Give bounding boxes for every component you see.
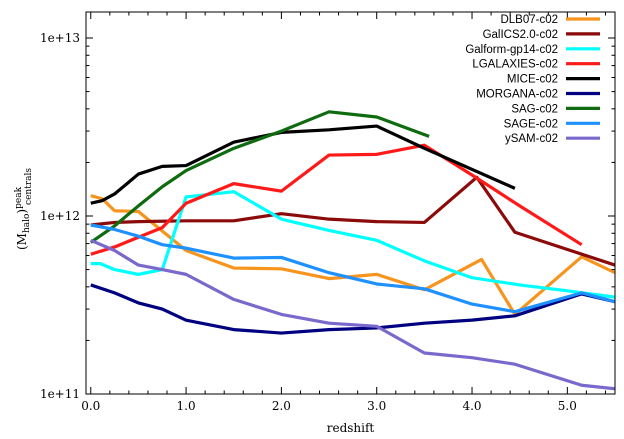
series-line-mice-c02	[90, 124, 516, 205]
y-tick-label: 1e+11	[40, 387, 80, 401]
series-line-ysam-c02	[90, 238, 615, 391]
x-tick-label: 5.0	[558, 399, 577, 413]
y-axis-title-sup: peak	[14, 186, 24, 208]
legend-label-galform-gp14-c02: Galform-gp14-c02	[465, 44, 558, 56]
legend-label-mice-c02: MICE-c02	[507, 74, 558, 86]
series-line-galform-gp14-c02	[90, 190, 615, 299]
x-tick-label: 0.0	[81, 399, 100, 413]
series-line-lgalaxies-c02	[90, 143, 583, 256]
series-line-dlb07-c02	[90, 194, 615, 317]
legend-label-dlb07-c02: DLB07-c02	[500, 14, 558, 26]
x-tick-label: 3.0	[367, 399, 386, 413]
legend-label-lgalaxies-c02: LGALAXIES-c02	[472, 59, 558, 71]
y-tick-label: 1e+13	[40, 31, 80, 45]
plot-frame	[85, 11, 616, 395]
series-line-morgana-c02	[90, 283, 615, 335]
series-line-sage-c02	[90, 223, 615, 314]
legend-label-sage-c02: SAGE-c02	[504, 118, 558, 130]
legend-label-ysam-c02: ySAM-c02	[505, 133, 558, 145]
y-axis-title: (Mhalo)peakcentrals	[14, 168, 34, 250]
legend-label-galics2-0-c02: GalICS2.0-c02	[483, 29, 558, 41]
y-axis-title-sub1: halo	[22, 214, 32, 233]
legend: DLB07-c02 GalICS2.0-c02 Galform-gp14-c02 LG…	[465, 14, 600, 145]
series-line-sag-c02	[89, 110, 430, 244]
x-tick-label: 2.0	[272, 399, 291, 413]
y-axis-title-sub2: centrals	[24, 168, 34, 205]
legend-label-sag-c02: SAG-c02	[511, 103, 558, 115]
y-axis-title-mid: )	[15, 209, 29, 214]
y-axis-title-base: (M	[15, 233, 29, 250]
legend-label-morgana-c02: MORGANA-c02	[476, 89, 558, 101]
x-tick-label: 1.0	[177, 399, 196, 413]
x-axis-title: redshift	[327, 421, 375, 435]
x-tick-label: 4.0	[462, 399, 481, 413]
y-tick-label: 1e+12	[40, 209, 80, 223]
series-line-galics2-0-c02	[90, 175, 615, 267]
series-layer	[89, 110, 615, 391]
axis-layer: 0.0 1.0 2.0 3.0 4.0 5.0 1e+11 1e+12 1e+13	[40, 12, 615, 413]
